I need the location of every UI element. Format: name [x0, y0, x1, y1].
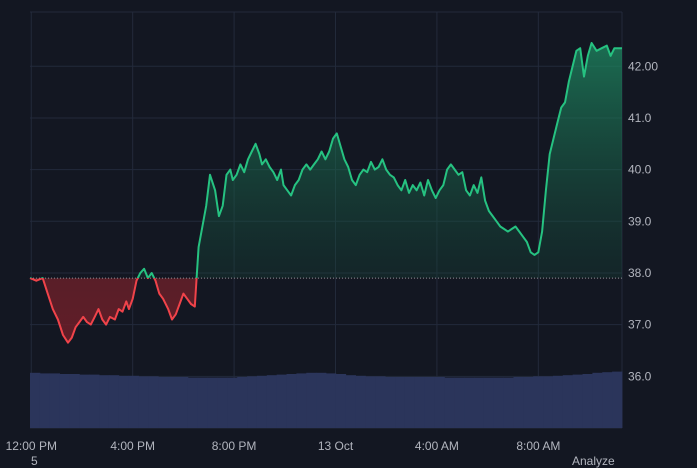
- y-tick-label: 39.0: [628, 214, 652, 228]
- x-axis: 12:00 PM 4:00 PM 8:00 PM 13 Oct 4:00 AM 8:00 …: [6, 439, 561, 453]
- volume-bar: [217, 377, 228, 428]
- volume-bar: [365, 376, 376, 428]
- volume-bar: [464, 377, 475, 428]
- x-tick-label: 4:00 PM: [110, 439, 155, 453]
- volume-bar: [207, 377, 218, 428]
- volume-bar: [227, 377, 238, 428]
- volume-bar: [523, 377, 534, 428]
- volume-bar: [503, 377, 514, 428]
- volume-bar: [69, 374, 80, 428]
- volume-bar: [39, 373, 51, 428]
- volume-bar: [128, 375, 139, 428]
- volume-bar: [296, 373, 307, 428]
- volume-bar: [148, 376, 159, 428]
- volume-bar: [454, 377, 465, 428]
- volume-bar: [168, 377, 179, 428]
- volume-bar: [513, 377, 524, 428]
- x-tick-label: 13 Oct: [318, 439, 354, 453]
- volume-bar: [582, 374, 593, 428]
- analyze-link[interactable]: Analyze: [572, 454, 615, 468]
- volume-bar: [385, 377, 396, 428]
- volume-bar: [335, 374, 347, 428]
- volume-bar: [108, 375, 120, 428]
- volume-bar: [306, 372, 317, 428]
- volume-bar: [612, 371, 623, 428]
- volume-bar: [483, 377, 495, 428]
- volume-bar: [414, 377, 426, 428]
- line-above-baseline: [29, 42, 622, 279]
- x-tick-label: 8:00 PM: [212, 439, 257, 453]
- volume-bar: [493, 377, 504, 428]
- y-tick-label: 38.0: [628, 266, 652, 280]
- volume-bar: [256, 375, 268, 428]
- x-tick-label: 12:00 PM: [6, 439, 57, 453]
- volume-bar: [543, 376, 554, 428]
- area-above-baseline: [30, 43, 622, 279]
- x-tick-label: 4:00 AM: [415, 439, 459, 453]
- volume-bar: [355, 375, 366, 428]
- volume-bar: [562, 375, 574, 428]
- volume-bar: [424, 377, 435, 428]
- volume-bar: [30, 372, 41, 428]
- volume-bar: [118, 375, 130, 428]
- volume-bar: [345, 375, 356, 428]
- volume-bar: [59, 374, 70, 428]
- volume-bar: [592, 372, 603, 428]
- volume-bar: [158, 377, 169, 428]
- volume-bar: [247, 376, 258, 428]
- footer-left-label: 5: [31, 454, 38, 468]
- volume-bar: [89, 374, 100, 428]
- y-tick-label: 41.0: [628, 111, 652, 125]
- y-axis: 42.00 41.0 40.0 39.0 38.0 37.0 36.0: [628, 59, 658, 383]
- volume-bar: [237, 377, 248, 428]
- y-tick-label: 40.0: [628, 163, 652, 177]
- y-tick-label: 36.0: [628, 369, 652, 383]
- volume-bar: [197, 377, 208, 428]
- y-tick-label: 42.00: [628, 59, 658, 73]
- volume-bar: [375, 376, 386, 428]
- volume-histogram: [30, 371, 623, 428]
- volume-bar: [552, 375, 564, 428]
- volume-bar: [138, 376, 149, 428]
- volume-bar: [444, 377, 455, 428]
- volume-bar: [276, 374, 287, 428]
- volume-bar: [326, 373, 337, 428]
- volume-bar: [99, 375, 110, 428]
- volume-bar: [474, 377, 485, 428]
- volume-bar: [286, 374, 297, 428]
- volume-bar: [79, 374, 90, 428]
- volume-bar: [266, 375, 278, 428]
- volume-bar: [572, 374, 583, 428]
- volume-bar: [316, 372, 327, 428]
- volume-bar: [404, 377, 416, 428]
- baseline-area: [30, 43, 622, 343]
- volume-bar: [602, 372, 613, 428]
- price-line: [29, 42, 622, 344]
- volume-bar: [187, 377, 199, 428]
- volume-bar: [178, 377, 189, 428]
- volume-bar: [395, 377, 406, 428]
- volume-bar: [434, 377, 445, 428]
- area-below-baseline: [30, 278, 622, 343]
- volume-bar: [49, 373, 60, 428]
- volume-bar: [533, 376, 544, 428]
- x-tick-label: 8:00 AM: [516, 439, 560, 453]
- y-tick-label: 37.0: [628, 318, 652, 332]
